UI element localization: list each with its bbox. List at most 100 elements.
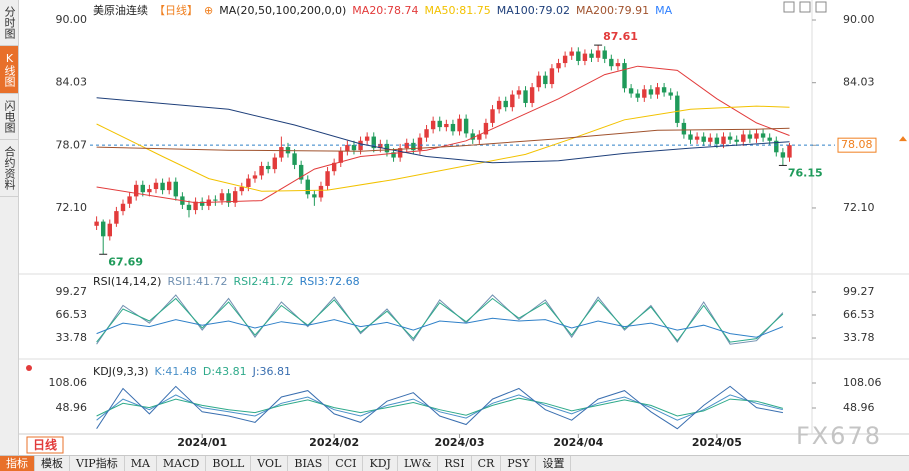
- candle-body: [232, 191, 238, 203]
- candle-body: [595, 50, 601, 58]
- series-line: [96, 97, 790, 164]
- period-button[interactable]: 日线: [33, 437, 57, 452]
- candle-body: [529, 87, 535, 103]
- candle-body: [503, 100, 508, 108]
- candle-body: [635, 93, 640, 98]
- legend-entry: MA200:79.91: [576, 4, 649, 17]
- candle-body: [589, 53, 594, 58]
- toolbar-item[interactable]: MA: [125, 456, 157, 471]
- candle-body: [345, 144, 350, 152]
- candle-body: [602, 50, 607, 59]
- series-line: [96, 297, 784, 343]
- series-line: [96, 394, 784, 421]
- window-icon[interactable]: [815, 1, 827, 13]
- toolbar-item[interactable]: VIP指标: [70, 456, 125, 471]
- y-tick-label: 66.53: [56, 308, 88, 321]
- toolbar-item[interactable]: CR: [472, 456, 502, 471]
- y-tick-label: 84.03: [843, 76, 875, 89]
- toolbar-item[interactable]: RSI: [438, 456, 472, 471]
- period-button-box[interactable]: [26, 436, 64, 454]
- candle-body: [404, 142, 409, 149]
- toolbar-item[interactable]: 指标: [0, 456, 35, 471]
- candle-body: [780, 152, 786, 158]
- candle-body: [767, 137, 772, 141]
- candle-body: [655, 87, 660, 95]
- toolbar-item[interactable]: PSY: [501, 456, 537, 471]
- candle-body: [734, 139, 739, 142]
- candle-body: [523, 90, 528, 103]
- candle-body: [496, 100, 502, 110]
- candle-body: [516, 90, 522, 95]
- candle-body: [153, 182, 159, 190]
- y-tick-label: 84.03: [56, 76, 88, 89]
- window-icon[interactable]: [799, 1, 811, 13]
- settings-icon[interactable]: [26, 365, 32, 371]
- legend-entry: K:41.48: [155, 365, 197, 378]
- legend-entry: KDJ(9,3,3): [93, 365, 149, 378]
- candle-body: [391, 152, 396, 158]
- candle-body: [140, 184, 145, 193]
- candle-body: [444, 123, 449, 128]
- legend-entry: RSI2:41.72: [234, 275, 294, 288]
- window-icon[interactable]: [783, 1, 795, 13]
- candle-body: [760, 133, 766, 138]
- annotation: 67.69: [108, 255, 143, 268]
- candle-body: [239, 186, 244, 192]
- candle-body: [94, 221, 99, 226]
- candle-body: [483, 122, 489, 135]
- candle-body: [562, 55, 568, 64]
- y-tick-label: 72.10: [843, 201, 875, 214]
- x-tick-label: 2024/05: [692, 436, 742, 449]
- toolbar-item[interactable]: 模板: [35, 456, 70, 471]
- candle-body: [463, 118, 469, 134]
- candle-body: [543, 75, 548, 85]
- toolbar-item[interactable]: KDJ: [363, 456, 398, 471]
- toolbar-item[interactable]: CCI: [329, 456, 364, 471]
- candle-body: [378, 143, 383, 149]
- y-tick-label: 99.27: [843, 285, 875, 298]
- candle-body: [437, 120, 442, 128]
- alert-icon: [899, 136, 907, 142]
- candle-body: [424, 129, 429, 138]
- candle-body: [312, 194, 317, 198]
- legend-entry: MA20:78.74: [352, 4, 418, 17]
- toolbar-item[interactable]: BIAS: [288, 456, 330, 471]
- candle-body: [701, 136, 706, 142]
- y-tick-label: 33.78: [56, 331, 88, 344]
- legend-entry: RSI3:72.68: [300, 275, 360, 288]
- candle-body: [774, 140, 779, 153]
- y-tick-label: 99.27: [56, 285, 88, 298]
- candle-body: [668, 92, 673, 96]
- toolbar-item[interactable]: VOL: [251, 456, 289, 471]
- candle-body: [450, 123, 456, 132]
- candle-body: [107, 223, 112, 237]
- legend-entry: MA: [655, 4, 672, 17]
- candle-body: [331, 162, 337, 172]
- candle-body: [219, 193, 225, 201]
- candle-body: [457, 118, 462, 132]
- last-price-tag: [837, 137, 877, 153]
- candle-body: [741, 134, 746, 142]
- candle-body: [628, 88, 634, 94]
- series-line: [96, 127, 790, 152]
- candle-body: [727, 136, 733, 140]
- candle-body: [569, 51, 574, 56]
- sidebar-tab[interactable]: 闪电图: [0, 94, 18, 140]
- y-tick-label: 33.78: [843, 331, 875, 344]
- candle-body: [173, 181, 178, 197]
- candle-body: [160, 182, 165, 191]
- candle-body: [582, 53, 588, 61]
- candle-body: [661, 87, 667, 93]
- sidebar-tab[interactable]: 合约资料: [0, 140, 18, 197]
- candle-body: [609, 58, 614, 67]
- sidebar-tab[interactable]: 分时图: [0, 0, 18, 46]
- series-line: [96, 317, 784, 338]
- toolbar-item[interactable]: 设置: [536, 456, 572, 471]
- toolbar-item[interactable]: LW&: [398, 456, 439, 471]
- toolbar-item[interactable]: MACD: [157, 456, 207, 471]
- candle-body: [259, 165, 264, 176]
- sidebar-tab[interactable]: K线图: [0, 46, 18, 94]
- candle-body: [292, 153, 297, 165]
- toolbar-item[interactable]: BOLL: [206, 456, 252, 471]
